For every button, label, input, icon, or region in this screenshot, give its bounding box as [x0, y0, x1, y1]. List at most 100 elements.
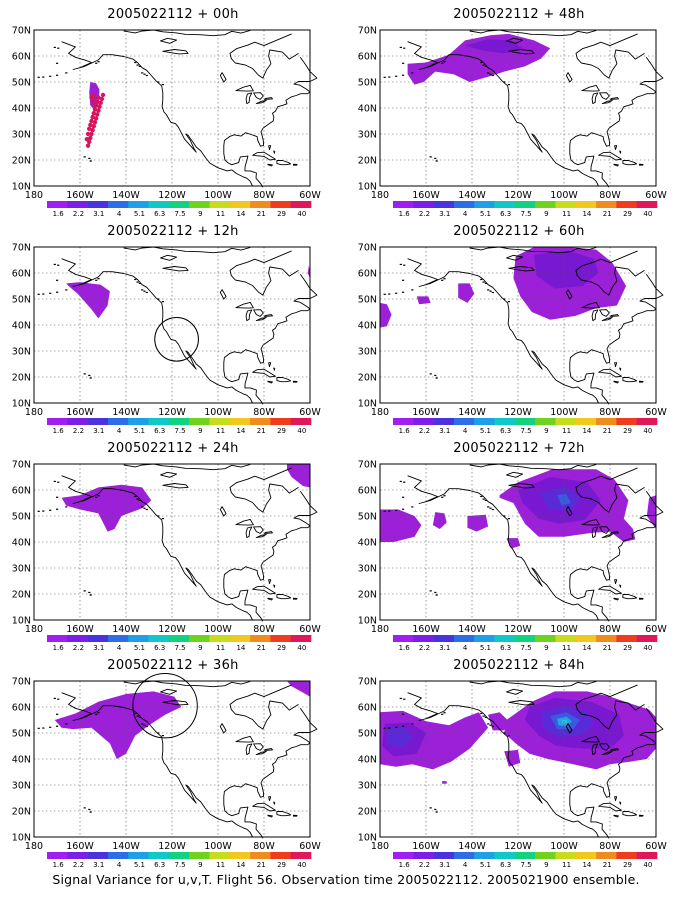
- lon-tick-label: 140W: [112, 407, 140, 418]
- lat-tick-label: 70N: [358, 26, 377, 37]
- colorbar-swatch: [555, 418, 577, 425]
- lon-tick-label: 60W: [299, 624, 321, 635]
- colorbar-label: 40: [297, 644, 306, 651]
- colorbar-label: 11: [216, 210, 225, 217]
- panel-84h: 2005022112 + 84h 70N 60N 50N 40N 30N 20N 10N 18…: [346, 651, 692, 868]
- colorbar-swatch: [474, 635, 495, 642]
- track-point: [92, 107, 98, 112]
- colorbar-label: 21: [257, 644, 266, 651]
- panel-title: 2005022112 + 12h: [107, 224, 239, 239]
- colorbar-swatch: [636, 852, 658, 859]
- lon-tick-label: 100W: [550, 190, 578, 201]
- colorbar-label: 21: [257, 427, 266, 434]
- colorbar-swatch: [413, 635, 434, 642]
- colorbar-label: 29: [277, 644, 286, 651]
- colorbar-label: 11: [562, 210, 571, 217]
- lon-tick-label: 140W: [112, 624, 140, 635]
- colorbar-swatch: [555, 201, 577, 208]
- lat-tick-label: 10N: [358, 399, 377, 410]
- map-frame: [33, 680, 311, 838]
- colorbar-label: 7.5: [520, 861, 531, 868]
- colorbar-swatch: [393, 635, 414, 642]
- map-frame: [33, 29, 311, 187]
- lat-tick-label: 10N: [12, 833, 31, 844]
- lat-tick-label: 60N: [12, 486, 31, 497]
- lat-tick-label: 50N: [12, 729, 31, 740]
- colorbar-label: 2.2: [73, 644, 84, 651]
- lon-tick-label: 180: [371, 407, 389, 418]
- signal-shading: [54, 681, 310, 759]
- colorbar-swatch: [433, 635, 455, 642]
- lat-tick-label: 20N: [358, 373, 377, 384]
- colorbar: 1.6 2.2 3.1 4 5.1 6.3 7.5 9 11 14 21 29 40: [47, 418, 312, 434]
- colorbar-label: 7.5: [174, 861, 185, 868]
- colorbar-label: 11: [216, 644, 225, 651]
- panel-title: 2005022112 + 00h: [107, 7, 239, 22]
- coastline: [383, 680, 664, 839]
- panel-24h: 2005022112 + 24h 70N 60N 50N 40N 30N 20N 10N 18…: [0, 434, 346, 651]
- colorbar-swatch: [148, 635, 170, 642]
- colorbar-swatch: [47, 852, 68, 859]
- colorbar-label: 9: [198, 427, 202, 434]
- graticule: [34, 30, 310, 186]
- lat-tick-label: 40N: [12, 321, 31, 332]
- lon-tick-label: 60W: [299, 407, 321, 418]
- colorbar: 1.6 2.2 3.1 4 5.1 6.3 7.5 9 11 14 21 29 40: [393, 852, 658, 868]
- colorbar-label: 1.6: [53, 427, 65, 434]
- lat-tick-label: 30N: [358, 130, 377, 141]
- colorbar-label: 40: [643, 427, 652, 434]
- colorbar-swatch: [189, 201, 210, 208]
- colorbar-swatch: [189, 852, 210, 859]
- lon-tick-label: 160W: [66, 841, 94, 852]
- colorbar-swatch: [575, 852, 597, 859]
- lat-tick-label: 20N: [12, 590, 31, 601]
- lon-tick-label: 140W: [458, 624, 486, 635]
- lon-tick-label: 180: [371, 841, 389, 852]
- colorbar-label: 3.1: [93, 210, 104, 217]
- lon-tick-label: 180: [25, 190, 43, 201]
- lon-tick-label: 160W: [412, 407, 440, 418]
- lon-tick-label: 80W: [599, 407, 621, 418]
- track-point: [84, 137, 90, 142]
- colorbar-swatch: [393, 201, 414, 208]
- colorbar-label: 21: [603, 427, 612, 434]
- track-point: [99, 96, 105, 102]
- colorbar-swatch: [148, 418, 170, 425]
- track-point: [85, 143, 91, 148]
- track-point: [95, 99, 100, 104]
- colorbar-swatch: [453, 852, 475, 859]
- track-point: [95, 112, 100, 117]
- colorbar-label: 40: [297, 861, 306, 868]
- colorbar-swatch: [47, 418, 68, 425]
- colorbar-label: 21: [257, 210, 266, 217]
- track-point: [91, 111, 97, 116]
- colorbar-swatch: [209, 852, 231, 859]
- colorbar-swatch: [575, 201, 597, 208]
- coastline: [383, 246, 664, 405]
- lat-tick-label: 10N: [12, 616, 31, 627]
- lon-tick-label: 80W: [599, 841, 621, 852]
- colorbar-label: 9: [198, 210, 202, 217]
- track-point: [89, 95, 94, 100]
- colorbar-label: 6.3: [500, 210, 511, 217]
- panel-12h: 2005022112 + 12h 70N 60N 50N 40N 30N 20N 10N 18…: [0, 217, 346, 434]
- colorbar-label: 4: [117, 644, 122, 651]
- track-point: [91, 124, 97, 129]
- colorbar-swatch: [535, 418, 556, 425]
- colorbar-label: 14: [582, 427, 591, 434]
- colorbar-label: 11: [562, 861, 571, 868]
- colorbar-label: 2.2: [73, 861, 84, 868]
- colorbar-swatch: [290, 418, 312, 425]
- colorbar-swatch: [148, 852, 170, 859]
- lat-tick-label: 30N: [358, 347, 377, 358]
- colorbar: 1.6 2.2 3.1 4 5.1 6.3 7.5 9 11 14 21 29 40: [47, 201, 312, 217]
- colorbar-label: 40: [297, 427, 306, 434]
- lat-tick-label: 40N: [358, 321, 377, 332]
- colorbar-label: 40: [643, 210, 652, 217]
- lon-tick-label: 60W: [299, 841, 321, 852]
- colorbar-label: 1.6: [399, 427, 411, 434]
- colorbar-label: 3.1: [93, 427, 104, 434]
- lat-tick-label: 20N: [12, 807, 31, 818]
- colorbar-label: 5.1: [480, 861, 491, 868]
